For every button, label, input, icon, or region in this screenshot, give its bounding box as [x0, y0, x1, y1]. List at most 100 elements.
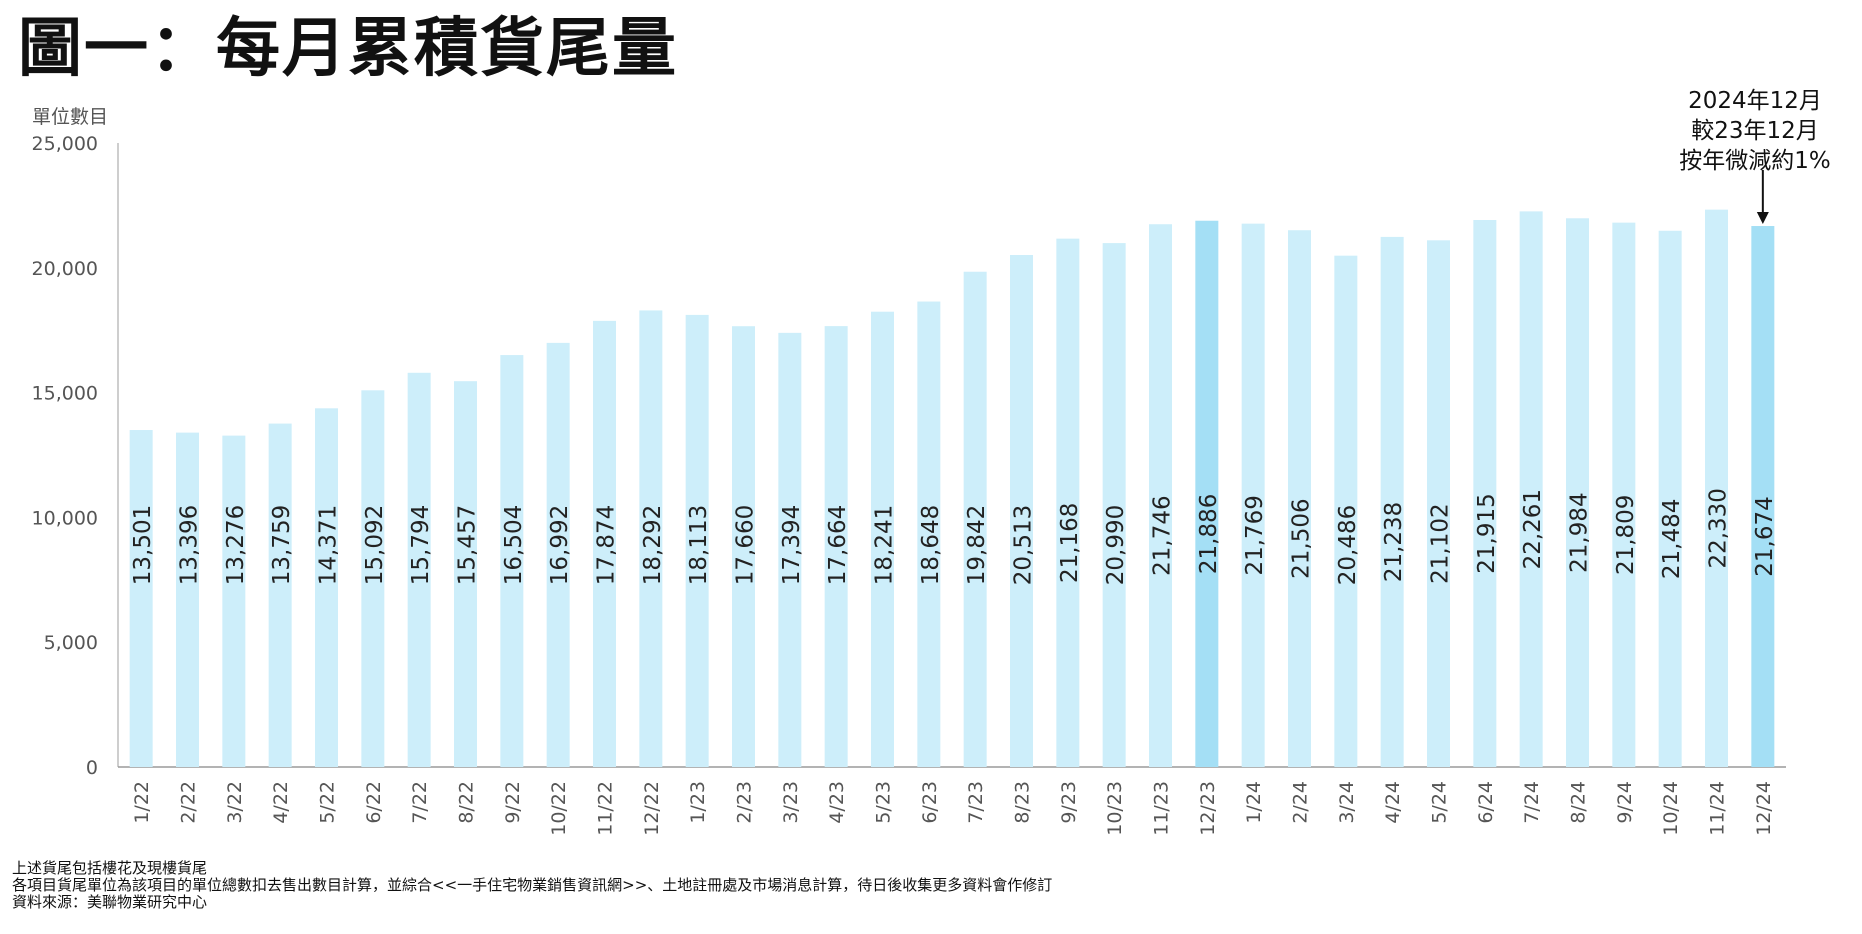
bar: [268, 423, 292, 767]
bar: [1195, 220, 1219, 767]
bar: [824, 326, 848, 767]
bar-value-label: 21,484: [1659, 499, 1685, 579]
bar: [732, 326, 755, 767]
bar: [1519, 211, 1543, 768]
x-tick-label: 1/24: [1243, 781, 1265, 824]
y-axis-label: 單位數目: [32, 106, 108, 128]
annotation-line: 2024年12月: [1688, 88, 1822, 114]
y-tick-label: 10,000: [32, 507, 98, 529]
x-tick-label: 12/24: [1753, 781, 1775, 836]
bar-value-label: 18,241: [872, 505, 898, 585]
bar-value-label: 17,874: [594, 505, 620, 585]
x-tick-label: 6/22: [363, 781, 385, 824]
bar: [1751, 226, 1775, 767]
bar-value-label: 13,396: [177, 505, 203, 585]
x-tick-label: 7/22: [409, 781, 431, 824]
x-tick-label: 6/23: [919, 781, 941, 824]
bar-value-label: 13,501: [130, 505, 156, 585]
bar: [1288, 230, 1311, 768]
annotation-arrow-head: [1756, 212, 1769, 225]
bar-value-label: 15,794: [408, 505, 434, 585]
x-tick-label: 3/23: [780, 781, 802, 824]
y-tick-label: 0: [86, 757, 98, 779]
y-tick-label: 15,000: [32, 383, 98, 405]
x-tick-label: 9/24: [1614, 781, 1636, 824]
x-tick-label: 5/23: [873, 781, 895, 824]
x-tick-label: 5/22: [317, 781, 339, 824]
x-tick-label: 10/22: [548, 781, 570, 836]
x-tick-label: 12/23: [1197, 781, 1219, 836]
x-tick-label: 4/23: [826, 781, 848, 824]
bar: [1010, 254, 1033, 768]
bar-value-label: 15,457: [455, 505, 481, 585]
bar: [546, 342, 570, 767]
bar: [1705, 209, 1728, 768]
footnote-3: 資料來源：美聯物業研究中心: [12, 893, 208, 911]
x-tick-label: 11/23: [1151, 781, 1173, 836]
x-tick-label: 7/23: [965, 781, 987, 824]
bar: [1380, 236, 1404, 767]
bar-value-label: 21,984: [1567, 492, 1593, 572]
bar-value-label: 17,660: [733, 505, 759, 585]
footnotes: 上述貨尾包括樓花及現樓貨尾 各項目貨尾單位為該項目的單位總數扣去售出數目計算，並…: [12, 860, 1052, 911]
x-tick-label: 11/24: [1707, 781, 1729, 836]
x-tick-label: 9/22: [502, 781, 524, 824]
bar-value-label: 16,992: [547, 505, 573, 585]
bar-value-label: 18,648: [918, 505, 944, 585]
bar-value-label: 20,990: [1103, 505, 1129, 585]
x-tick-label: 10/24: [1660, 781, 1682, 836]
bar: [361, 390, 385, 767]
bar-value-label: 21,915: [1474, 493, 1500, 573]
bar-value-label: 17,664: [825, 505, 851, 585]
bar-value-label: 21,102: [1428, 503, 1454, 583]
bar-value-label: 18,113: [686, 505, 712, 585]
bar-value-label: 21,168: [1057, 503, 1083, 583]
bar: [963, 271, 987, 767]
x-tick-label: 8/23: [1012, 781, 1034, 824]
bar: [1658, 230, 1682, 768]
y-tick-label: 25,000: [32, 133, 98, 155]
bar-value-label: 13,276: [223, 505, 249, 585]
x-tick-label: 8/22: [456, 781, 478, 824]
bar-value-label: 21,769: [1242, 495, 1268, 575]
bar: [500, 355, 524, 767]
x-tick-label: 3/24: [1336, 781, 1358, 824]
x-tick-label: 10/23: [1104, 781, 1126, 836]
bar: [1612, 222, 1636, 768]
footnote-1: 上述貨尾包括樓花及現樓貨尾: [12, 859, 208, 877]
bar-value-label: 21,809: [1613, 495, 1639, 575]
x-tick-label: 7/24: [1521, 781, 1543, 824]
bar-value-label: 20,513: [1011, 505, 1037, 585]
bar-value-label: 22,330: [1706, 488, 1732, 568]
x-tick-label: 2/24: [1290, 781, 1312, 824]
bar: [1427, 240, 1450, 768]
y-tick-label: 5,000: [44, 632, 98, 654]
bar: [778, 332, 802, 767]
bar: [593, 320, 616, 767]
bar-value-label: 17,394: [779, 505, 805, 585]
bar: [407, 372, 431, 767]
bar: [1056, 238, 1080, 767]
bar-value-label: 21,674: [1752, 496, 1778, 576]
annotation-line: 按年微減約1%: [1679, 148, 1831, 174]
bar: [917, 301, 941, 767]
bar: [176, 432, 199, 767]
chart-title: 圖一：每月累積貨尾量: [18, 12, 678, 86]
x-tick-label: 1/22: [131, 781, 153, 824]
bar: [129, 430, 153, 767]
bar: [1102, 243, 1126, 767]
x-tick-label: 8/24: [1568, 781, 1590, 824]
bar: [1566, 218, 1589, 767]
bar: [871, 311, 894, 767]
x-tick-label: 2/22: [178, 781, 200, 824]
bar: [222, 435, 246, 767]
x-tick-label: 11/22: [595, 781, 617, 836]
bar-value-label: 21,506: [1289, 498, 1315, 578]
bar-value-label: 21,746: [1150, 495, 1176, 575]
bar: [1241, 223, 1265, 768]
bar: [454, 381, 477, 767]
x-tick-label: 4/24: [1382, 781, 1404, 824]
bar-value-label: 15,092: [362, 505, 388, 585]
bar-value-label: 22,261: [1520, 489, 1546, 569]
bar: [315, 408, 338, 767]
